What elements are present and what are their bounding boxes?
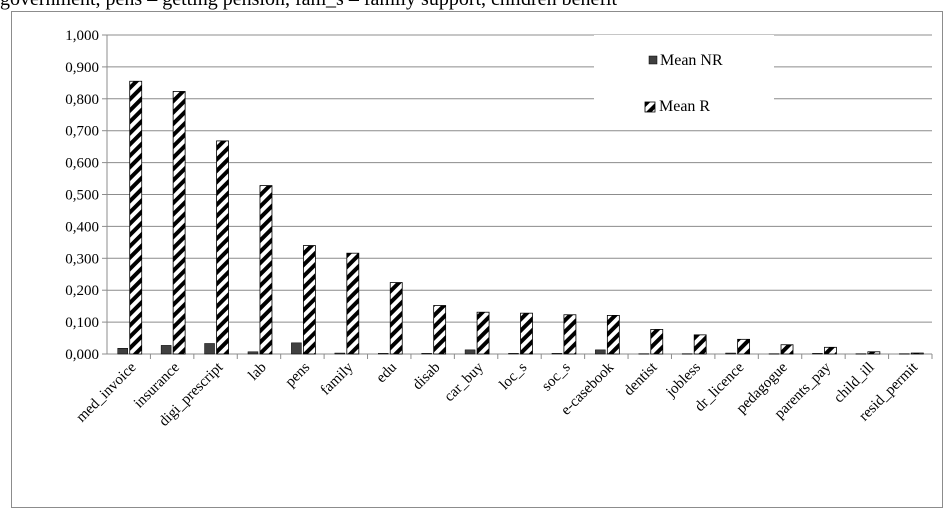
x-tick-label: dentist [621, 359, 661, 399]
bar-mean-r [650, 329, 664, 355]
bar-mean-nr [247, 351, 259, 355]
legend-label-mean-r: Mean R [659, 98, 710, 115]
y-tick-label: 1,000 [65, 28, 99, 44]
bars [117, 80, 924, 355]
bar-mean-nr [160, 345, 172, 355]
bar-mean-nr [204, 343, 215, 355]
tick-labels: 0,000 0,100 0,200 0,300 0,400 0,500 0,600 0,700… [65, 28, 921, 430]
bar-mean-nr [421, 353, 432, 355]
y-tick-label: 0,400 [65, 219, 99, 235]
bar-mean-r [563, 314, 577, 355]
bar-mean-nr [551, 353, 563, 355]
x-tick-label: loc_s [497, 359, 531, 393]
bar-mean-nr [595, 349, 606, 355]
bar-mean-nr [377, 353, 389, 355]
bar-mean-r [520, 312, 533, 355]
x-tick-label: jobless [663, 359, 705, 401]
x-tick-label: med_invoice [73, 359, 139, 425]
x-tick-label: disab [410, 360, 444, 394]
chart-frame [11, 11, 943, 508]
bar-mean-r [259, 185, 273, 355]
bar-mean-nr [812, 353, 823, 355]
bar-mean-r [476, 311, 490, 355]
y-tick-label: 0,800 [65, 92, 99, 108]
y-tick-label: 0,100 [65, 315, 99, 331]
y-tick-label: 0,700 [65, 124, 99, 140]
bar-mean-nr [855, 353, 867, 355]
bar-mean-nr [464, 349, 476, 355]
x-tick-label: car_buy [441, 359, 487, 405]
x-tick-label: family [318, 359, 357, 398]
bar-mean-r [172, 91, 186, 355]
x-tick-label: soc_s [539, 359, 574, 394]
legend-swatch-mean-r [644, 101, 656, 113]
bar-mean-nr [681, 353, 693, 355]
bar-mean-r [129, 80, 143, 355]
gridlines [107, 34, 932, 323]
y-tick-label: 0,300 [65, 251, 99, 267]
y-tick-label: 0,000 [65, 347, 99, 363]
bar-mean-r [389, 282, 403, 355]
bar-mean-r [606, 315, 620, 355]
bar-mean-nr [508, 353, 519, 355]
legend: Mean NR Mean R [594, 35, 774, 120]
x-tick-label: lab [246, 360, 270, 384]
x-tick-label: edu [373, 359, 400, 386]
x-tick-label: pens [282, 359, 313, 390]
bar-mean-nr [334, 352, 346, 355]
y-tick-label: 0,900 [65, 60, 99, 76]
bar-mean-nr [768, 353, 780, 355]
bar-mean-r [737, 338, 751, 355]
bar-mean-r [216, 140, 229, 355]
bar-mean-r [867, 351, 881, 355]
bar-mean-r [910, 352, 924, 355]
bar-mean-nr [117, 348, 128, 355]
bar-mean-r [346, 252, 360, 355]
bar-mean-r [780, 344, 794, 355]
bar-mean-nr [899, 353, 910, 355]
legend-swatch-mean-nr [648, 55, 658, 65]
bar-mean-r [302, 245, 316, 355]
bar-mean-r [433, 305, 447, 355]
bar-mean-nr [291, 342, 302, 355]
y-tick-label: 0,500 [65, 188, 99, 204]
legend-label-mean-nr: Mean NR [660, 52, 723, 69]
y-tick-label: 0,200 [65, 283, 99, 299]
bar-mean-nr [638, 353, 650, 355]
bar-mean-nr [725, 352, 736, 355]
axes [102, 34, 933, 359]
bar-mean-r [693, 334, 707, 355]
y-tick-label: 0,600 [65, 156, 99, 172]
figure-caption: government, pens – getting pension, fam_… [0, 0, 945, 12]
bar-mean-r [824, 346, 837, 355]
